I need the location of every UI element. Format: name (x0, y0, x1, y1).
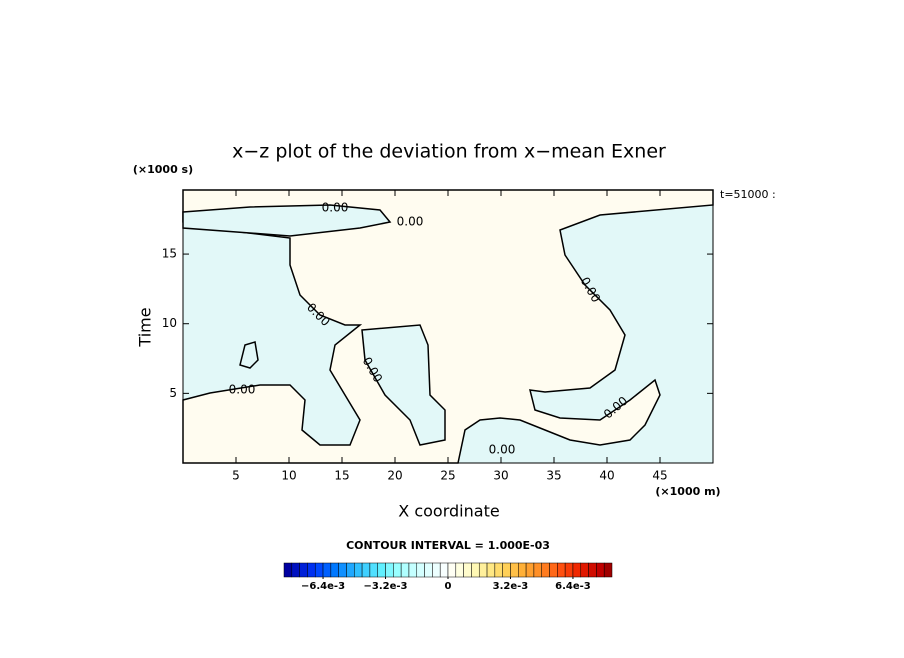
y-unit: (×1000 s) (133, 163, 193, 176)
colorbar-box (299, 562, 308, 578)
y-axis-label: Time (136, 307, 155, 347)
y-tick-label: 10 (162, 316, 177, 330)
x-axis-label: X coordinate (398, 502, 499, 521)
colorbar-box (314, 562, 324, 578)
contour-label: 0.00 (322, 201, 349, 215)
x-tick-label: 5 (232, 469, 240, 483)
colorbar-tick-label: 3.2e-3 (493, 581, 529, 592)
colorbar-box (455, 562, 464, 578)
colorbar-box (572, 562, 582, 578)
contour-field (182, 189, 714, 464)
colorbar-box (385, 562, 394, 578)
colorbar-box (549, 562, 558, 578)
colorbar-box (439, 562, 449, 578)
colorbar-box (502, 562, 511, 578)
x-tick-label: 20 (387, 469, 402, 483)
colorbar-box (533, 562, 542, 578)
x-tick-label: 45 (652, 469, 667, 483)
contour-label: 0.00 (229, 383, 256, 397)
x-tick-label: 25 (440, 469, 455, 483)
annotation: t=51000 : (720, 188, 776, 201)
colorbar-box (393, 562, 402, 578)
colorbar-box (291, 562, 300, 578)
colorbar-box (354, 562, 363, 578)
colorbar-box (377, 562, 386, 578)
colorbar-box (416, 562, 425, 578)
colorbar-box (361, 562, 371, 578)
colorbar-tick-label: −6.4e-3 (301, 581, 345, 592)
colorbar-box (307, 562, 316, 578)
negative-lobe (361, 324, 446, 446)
colorbar-box (596, 562, 605, 578)
colorbar-box (408, 562, 418, 578)
negative-blob (239, 341, 259, 369)
positive-region (182, 189, 714, 464)
colorbar-box (369, 562, 378, 578)
colorbar-box (541, 562, 550, 578)
x-tick-label: 10 (281, 469, 296, 483)
colorbar-box (564, 562, 574, 578)
negative-streak (182, 204, 392, 237)
colorbar-box (463, 562, 472, 578)
colorbar-box (494, 562, 503, 578)
colorbar-tick-label: 6.4e-3 (555, 581, 591, 592)
colorbar-box (424, 562, 433, 578)
x-unit: (×1000 m) (655, 485, 720, 498)
colorbar-box (322, 562, 332, 578)
colorbar-box (338, 562, 347, 578)
colorbar-box (330, 562, 339, 578)
x-tick-label: 35 (546, 469, 561, 483)
colorbar-box (346, 562, 355, 578)
x-tick-label: 15 (334, 469, 349, 483)
colorbar-box (525, 562, 535, 578)
y-tick-label: 5 (169, 386, 177, 400)
colorbar-box (580, 562, 589, 578)
colorbar-box (603, 562, 613, 578)
contour-interval: CONTOUR INTERVAL = 1.000E-03 (346, 539, 550, 552)
colorbar-box (432, 562, 441, 578)
x-tick-label: 40 (599, 469, 614, 483)
contour-label: 0.00 (489, 443, 516, 457)
colorbar-box (518, 562, 527, 578)
colorbar-box (510, 562, 519, 578)
colorbar-box (486, 562, 496, 578)
contour-label: 0.00 (397, 215, 424, 229)
colorbar-box (478, 562, 488, 578)
x-tick-label: 30 (493, 469, 508, 483)
colorbar-box (557, 562, 566, 578)
colorbar-box (588, 562, 597, 578)
colorbar-box (283, 562, 293, 578)
colorbar-box (400, 562, 410, 578)
y-tick-label: 15 (162, 247, 177, 261)
colorbar-tick-label: 0 (445, 581, 452, 592)
colorbar-box (471, 562, 480, 578)
colorbar-tick-label: −3.2e-3 (364, 581, 408, 592)
colorbar-box (447, 562, 457, 578)
chart-title: x−z plot of the deviation from x−mean Ex… (232, 141, 666, 163)
